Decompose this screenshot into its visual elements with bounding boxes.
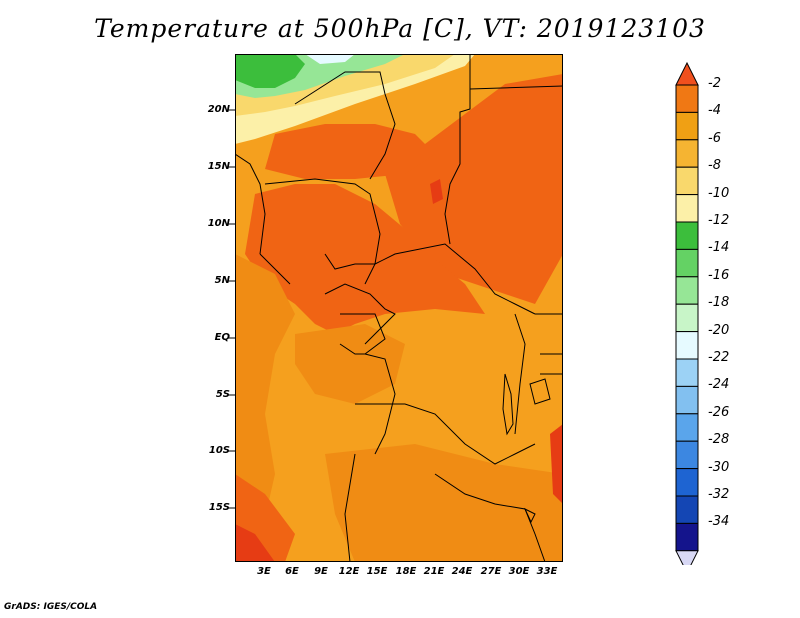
lon-label-3e: 3E — [257, 566, 271, 577]
colorbar-label: -20 — [708, 322, 730, 338]
red-spot — [430, 179, 443, 204]
country-borders — [235, 54, 563, 562]
lon-label-15e: 15E — [366, 566, 388, 577]
lat-label-15s: 15S — [208, 502, 230, 513]
lat-label-20n: 20N — [207, 104, 230, 115]
colorbar-swatch — [675, 468, 699, 497]
red-corner — [235, 524, 275, 562]
colorbar-label: -34 — [708, 514, 730, 530]
colorbar-label: -26 — [708, 404, 730, 420]
lat-label-15n: 15N — [207, 161, 230, 172]
colorbar-label: -8 — [708, 158, 721, 174]
colorbar-swatch — [675, 221, 699, 250]
cyan-patch — [305, 54, 355, 64]
lon-label-21e: 21E — [423, 566, 445, 577]
lat-label-5s: 5S — [215, 389, 230, 400]
lon-label-6e: 6E — [285, 566, 299, 577]
lon-label-24e: 24E — [451, 566, 473, 577]
lat-label-10s: 10S — [208, 445, 230, 456]
colorbar-label: -30 — [708, 459, 730, 475]
colorbar-label: -16 — [708, 267, 730, 283]
colorbar-label: -18 — [708, 295, 730, 311]
colorbar-label: -10 — [708, 185, 730, 201]
colorbar-swatch — [675, 84, 699, 113]
red-east — [550, 424, 563, 504]
orange-patch-center — [295, 324, 405, 404]
temperature-map — [235, 54, 563, 562]
colorbar-swatch — [675, 111, 699, 141]
dark-orange-north — [265, 124, 435, 179]
colorbar-label: -12 — [708, 213, 730, 228]
colorbar-top-triangle — [675, 61, 699, 86]
colorbar-label: -32 — [708, 487, 730, 502]
colorbar-swatch — [675, 522, 699, 552]
orange-south — [325, 444, 563, 562]
colorbar-label: -14 — [708, 240, 730, 256]
dark-orange-central — [245, 184, 485, 334]
lat-label-10n: 10N — [207, 218, 230, 229]
lat-label-5n: 5N — [214, 275, 230, 286]
lon-label-18e: 18E — [395, 566, 417, 577]
colorbar-swatch — [675, 385, 699, 415]
lon-label-33e: 33E — [536, 566, 558, 577]
lon-label-30e: 30E — [508, 566, 530, 577]
map-frame — [235, 54, 563, 562]
colorbar — [675, 61, 699, 565]
colorbar-label: -6 — [708, 130, 721, 146]
colorbar-swatch — [675, 139, 699, 168]
green-band — [235, 54, 305, 88]
colorbar-swatch — [675, 248, 699, 278]
colorbar-swatch — [675, 358, 699, 387]
plot-title: Temperature at 500hPa [C], VT: 201912310… — [94, 14, 706, 43]
colorbar-swatch — [675, 166, 699, 196]
lon-label-27e: 27E — [480, 566, 502, 577]
colorbar-label: -24 — [708, 377, 730, 393]
colorbar-swatch — [675, 331, 699, 360]
colorbar-swatch — [675, 495, 699, 524]
lon-label-9e: 9E — [314, 566, 328, 577]
lon-label-12e: 12E — [338, 566, 360, 577]
axis-ticks — [228, 109, 235, 509]
credit-text: GrADS: IGES/COLA — [4, 602, 98, 612]
lakes — [502, 373, 551, 524]
colorbar-label: -4 — [708, 103, 721, 119]
colorbar-label: -2 — [708, 76, 721, 91]
colorbar-swatch — [675, 303, 699, 333]
colorbar-bottom-triangle — [675, 550, 699, 565]
colorbar-swatch — [675, 276, 699, 305]
colorbar-swatch — [675, 440, 699, 470]
lat-label-eq: EQ — [214, 332, 230, 343]
colorbar-label: -28 — [708, 432, 730, 448]
colorbar-swatch — [675, 194, 699, 223]
colorbar-label: -22 — [708, 350, 730, 365]
dark-orange-northeast — [385, 74, 563, 304]
colorbar-swatch — [675, 413, 699, 442]
